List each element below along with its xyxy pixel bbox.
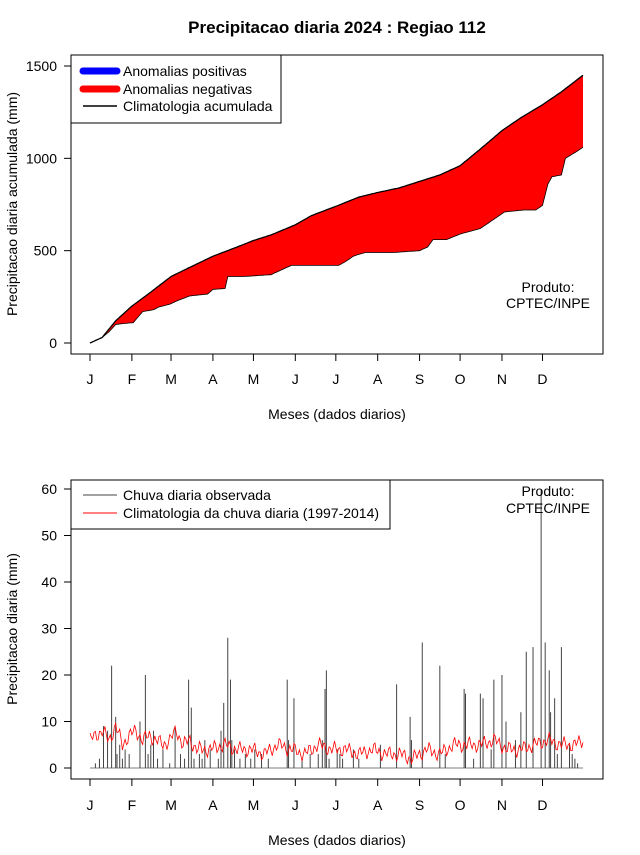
observed-cumulative-line <box>89 146 584 344</box>
y-tick-label: 50 <box>41 528 57 544</box>
bottom-y-axis-label: Precipitacao diaria (mm) <box>4 553 20 705</box>
cumulative-precip-panel: 0 500 1000 1500 J F M A M J J A S O N D Precipitacao d… <box>4 54 604 422</box>
negative-anomaly-area <box>90 75 583 343</box>
x-tick-label-month: N <box>497 797 507 813</box>
chart-title: Precipitacao diaria 2024 : Regiao 112 <box>188 18 486 37</box>
daily-plot-area <box>89 489 584 769</box>
x-tick-label-month: O <box>455 797 466 813</box>
cumulative-plot-area <box>89 74 584 344</box>
x-tick-label-month: S <box>415 797 424 813</box>
y-tick-label: 60 <box>41 481 57 497</box>
x-tick-label-month: J <box>332 797 339 813</box>
top-x-axis-label: Meses (dados diarios) <box>268 406 406 422</box>
top-legend: Anomalias positivas Anomalias negativas … <box>70 54 282 124</box>
x-tick-label-month: J <box>87 371 94 387</box>
x-tick-label-month: A <box>208 797 218 813</box>
x-tick-label-month: J <box>332 371 339 387</box>
x-tick-label-month: A <box>373 797 383 813</box>
x-tick-label-month: F <box>128 371 137 387</box>
y-tick-label: 0 <box>49 335 57 351</box>
x-tick-label-month: M <box>165 371 177 387</box>
legend-entry-observed: Chuva diaria observada <box>123 487 271 503</box>
bottom-legend: Chuva diaria observada Climatologia da c… <box>70 479 391 530</box>
x-tick-label-month: A <box>208 371 218 387</box>
top-y-axis-label: Precipitacao diaria acumulada (mm) <box>4 92 20 316</box>
y-tick-label: 1500 <box>26 58 57 74</box>
top-produto-label: Produto: <box>522 279 575 295</box>
x-tick-label-month: D <box>537 797 547 813</box>
x-tick-label-month: A <box>373 371 383 387</box>
x-tick-label-month: D <box>537 371 547 387</box>
legend-entry-negative: Anomalias negativas <box>123 81 252 97</box>
bottom-produto-source: CPTEC/INPE <box>506 500 590 516</box>
x-tick-label-month: M <box>248 797 260 813</box>
y-tick-label: 500 <box>34 243 58 259</box>
legend-entry-daily-climatology: Climatologia da chuva diaria (1997-2014) <box>123 505 379 521</box>
y-tick-label: 40 <box>41 574 57 590</box>
top-y-axis: 0 500 1000 1500 <box>26 58 72 351</box>
bottom-x-axis-label: Meses (dados diarios) <box>268 832 406 848</box>
climatology-cumulative-line <box>89 74 584 344</box>
y-tick-label: 30 <box>41 621 57 637</box>
x-tick-label-month: J <box>292 797 299 813</box>
y-tick-label: 1000 <box>26 150 57 166</box>
daily-precip-panel: 0 10 20 30 40 50 60 J F M A M J J A S O N D Precipitacao … <box>4 479 604 848</box>
y-tick-label: 0 <box>49 760 57 776</box>
x-tick-label-month: S <box>415 371 424 387</box>
y-tick-label: 20 <box>41 667 57 683</box>
x-tick-label-month: M <box>248 371 260 387</box>
x-tick-label-month: J <box>87 797 94 813</box>
bottom-produto-label: Produto: <box>522 483 575 499</box>
bottom-y-axis: 0 10 20 30 40 50 60 <box>41 481 72 776</box>
x-tick-label-month: N <box>497 371 507 387</box>
legend-entry-positive: Anomalias positivas <box>123 63 247 79</box>
x-tick-label-month: F <box>128 797 137 813</box>
x-tick-label-month: O <box>455 371 466 387</box>
daily-climatology-line <box>89 721 584 766</box>
x-tick-label-month: J <box>292 371 299 387</box>
bottom-legend-box <box>70 479 391 530</box>
x-tick-label-month: M <box>165 797 177 813</box>
y-tick-label: 10 <box>41 714 57 730</box>
top-produto-source: CPTEC/INPE <box>506 295 590 311</box>
legend-entry-climatology: Climatologia acumulada <box>123 98 273 114</box>
